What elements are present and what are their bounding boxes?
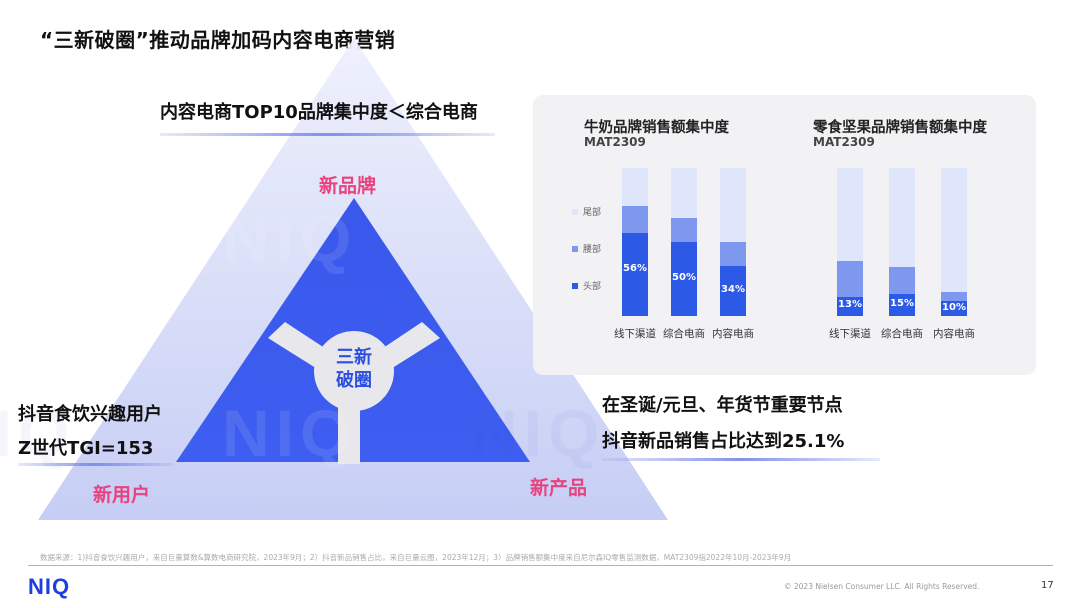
new-brand-label: 新品牌 xyxy=(319,175,377,197)
bar-segment-头部 xyxy=(837,296,863,316)
watermark-text: NIQ xyxy=(222,201,358,275)
bar-value-label: 50% xyxy=(672,272,696,283)
bar-stack: 34% xyxy=(720,168,746,316)
category-label: 内容电商 xyxy=(712,328,754,340)
footer-rule xyxy=(28,565,1053,566)
watermark-text: NIQ xyxy=(470,396,606,470)
bar-segment-尾部 xyxy=(941,168,967,293)
legend-swatch-tail xyxy=(572,208,578,215)
bar-segment-尾部 xyxy=(889,168,915,268)
bar-segment-尾部 xyxy=(671,168,697,219)
bar-segment-头部 xyxy=(671,242,697,316)
bar-segment-腰部 xyxy=(622,206,648,234)
category-label: 综合电商 xyxy=(881,328,923,340)
bar-segment-头部 xyxy=(889,293,915,316)
chart2-subtitle: MAT2309 xyxy=(813,135,875,149)
legend-item-head: 头部 xyxy=(572,279,601,292)
slide-title: “三新破圈”推动品牌加码内容电商营销 xyxy=(40,28,396,52)
bar-stack: 15% xyxy=(889,168,915,316)
legend-label-mid: 腰部 xyxy=(583,245,602,255)
center-circle xyxy=(314,331,394,411)
bar-value-label: 56% xyxy=(623,263,647,275)
bar-segment-腰部 xyxy=(837,261,863,297)
bar-segment-头部 xyxy=(720,265,746,316)
category-label: 内容电商 xyxy=(933,328,975,340)
legend-label-head: 头部 xyxy=(583,282,602,292)
new-product-label: 新产品 xyxy=(530,477,588,499)
top-callout: 内容电商TOP10品牌集中度＜综合电商 xyxy=(160,102,478,123)
bar-value-label: 13% xyxy=(838,299,862,311)
chart1-subtitle: MAT2309 xyxy=(584,135,646,149)
legend-swatch-head xyxy=(572,282,578,289)
copyright-text: © 2023 Nielsen Consumer LLC. All Rights … xyxy=(784,582,980,591)
bar-value-label: 15% xyxy=(890,297,914,309)
category-label: 线下渠道 xyxy=(614,328,656,340)
bar-stack: 56% xyxy=(622,168,648,316)
right-callout-line1: 在圣诞/元旦、年货节重要节点 xyxy=(602,395,843,416)
bar-segment-尾部 xyxy=(837,168,863,262)
left-callout-line1: 抖音食饮兴趣用户 xyxy=(18,404,162,425)
bar-stack: 13% xyxy=(837,168,863,316)
bar-value-label: 10% xyxy=(942,301,966,313)
bar-segment-腰部 xyxy=(941,292,967,302)
data-source-footnote: 数据来源：1)抖音食饮兴趣用户，来自巨量算数&算数电商研究院，2023年9月；2… xyxy=(40,553,792,562)
right-callout-line2: 抖音新品销售占比达到25.1% xyxy=(602,431,845,452)
new-user-label: 新用户 xyxy=(93,484,151,506)
page-number: 17 xyxy=(1041,580,1054,591)
category-label: 综合电商 xyxy=(663,328,705,340)
inner-triangle xyxy=(176,198,530,462)
watermark-text: NIQ xyxy=(0,396,76,470)
center-label-line2: 破圈 xyxy=(336,370,372,391)
chart1-title: 牛奶品牌销售额集中度 xyxy=(584,120,729,136)
legend-item-tail: 尾部 xyxy=(572,205,601,218)
right-callout-underline xyxy=(602,458,880,461)
bar-segment-尾部 xyxy=(720,168,746,242)
left-callout-line2: Z世代TGI=153 xyxy=(18,438,154,459)
center-label-line1: 三新 xyxy=(336,347,372,368)
left-callout-underline xyxy=(18,463,173,466)
top-callout-underline xyxy=(160,133,495,136)
bar-segment-腰部 xyxy=(671,218,697,242)
category-label: 线下渠道 xyxy=(829,328,871,340)
legend-label-tail: 尾部 xyxy=(583,208,602,218)
bar-stack: 50% xyxy=(671,168,697,316)
legend-swatch-mid xyxy=(572,245,578,252)
chart2-title: 零食坚果品牌销售额集中度 xyxy=(813,120,987,136)
bar-segment-尾部 xyxy=(622,168,648,207)
bar-segment-头部 xyxy=(622,233,648,316)
bar-segment-腰部 xyxy=(889,267,915,294)
center-label: 三新 破圈 xyxy=(322,346,386,392)
watermark-text: NIQ xyxy=(222,396,358,470)
bar-value-label: 34% xyxy=(721,283,745,295)
bar-segment-腰部 xyxy=(720,242,746,266)
legend-item-mid: 腰部 xyxy=(572,242,601,255)
bar-segment-头部 xyxy=(941,301,967,316)
bar-stack: 10% xyxy=(941,168,967,316)
niq-logo: NIQ xyxy=(28,574,71,599)
